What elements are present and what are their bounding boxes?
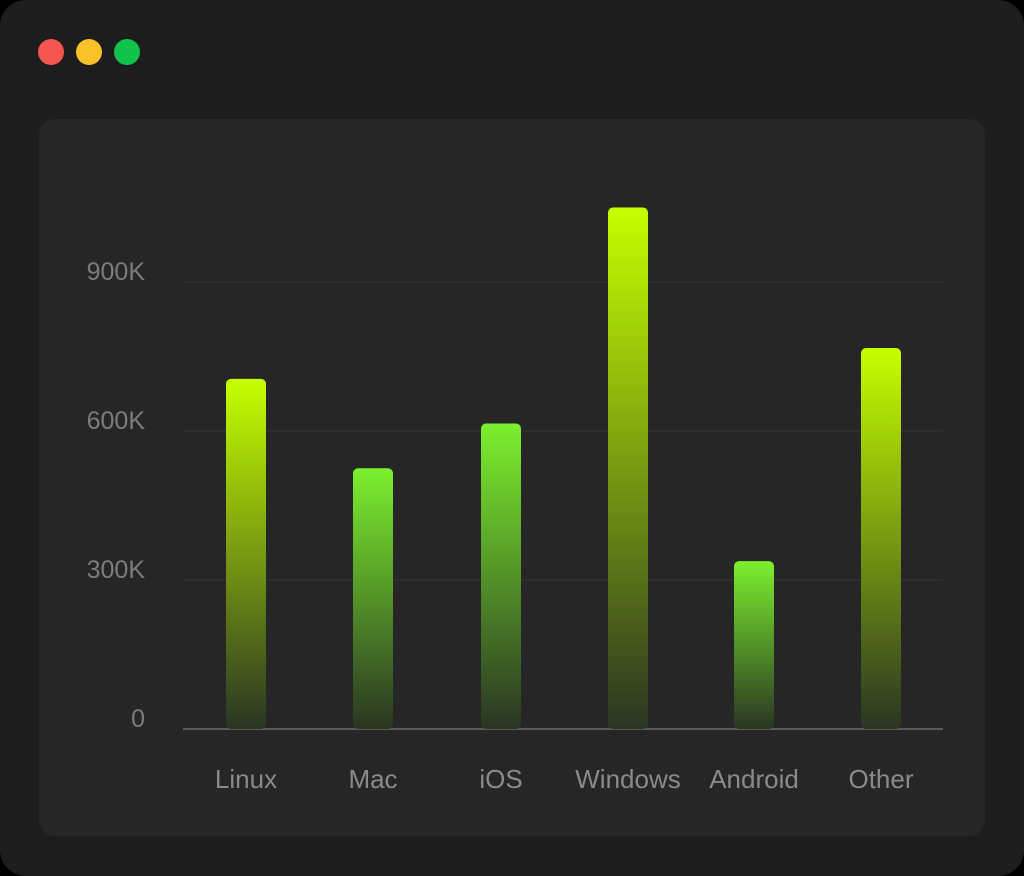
bar-other[interactable] <box>861 348 901 729</box>
x-category-label: iOS <box>479 764 522 794</box>
labels-layer: 0 300K 600K 900K Linux Mac iOS Windows Android Ot… <box>87 258 914 794</box>
bar-linux[interactable] <box>226 378 266 729</box>
bar-android[interactable] <box>734 561 774 729</box>
bar-mac[interactable] <box>353 468 393 729</box>
bar-ios[interactable] <box>481 423 521 729</box>
x-category-label: Linux <box>215 764 277 794</box>
bars-layer <box>226 207 901 730</box>
y-tick-label: 900K <box>87 258 146 286</box>
y-tick-label: 600K <box>87 407 146 435</box>
y-tick-label: 0 <box>131 705 145 733</box>
maximize-button[interactable] <box>114 39 140 65</box>
bar-windows[interactable] <box>608 207 648 730</box>
x-category-label: Other <box>848 764 913 794</box>
close-button[interactable] <box>38 39 64 65</box>
x-category-label: Android <box>709 764 799 794</box>
minimize-button[interactable] <box>76 39 102 65</box>
x-category-label: Mac <box>348 764 397 794</box>
x-category-label: Windows <box>575 764 680 794</box>
grid-layer <box>183 281 943 730</box>
y-tick-label: 300K <box>87 556 146 584</box>
window-controls <box>38 39 140 65</box>
